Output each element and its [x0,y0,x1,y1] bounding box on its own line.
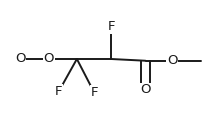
Text: F: F [90,86,98,99]
Text: F: F [55,85,62,98]
Text: O: O [167,54,178,67]
Text: O: O [44,53,54,65]
Text: F: F [108,20,115,33]
Text: O: O [15,53,25,65]
Text: O: O [140,83,151,96]
